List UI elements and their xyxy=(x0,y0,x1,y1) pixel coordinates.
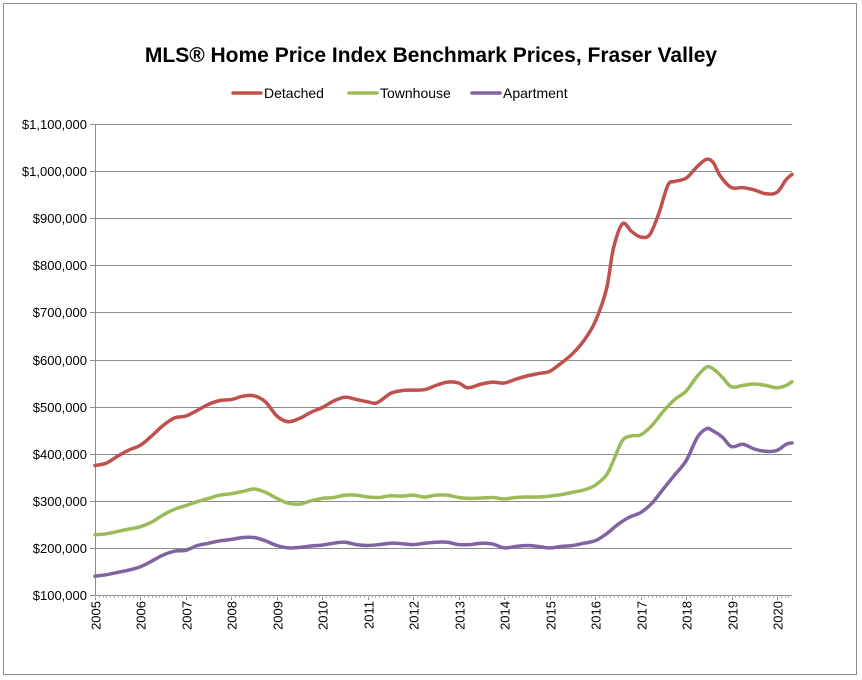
y-axis-ticks: $100,000 $200,000 $300,000 $400,000 $500,000… xyxy=(22,117,95,603)
y-tick-label: $800,000 xyxy=(33,258,87,273)
x-tick-label: 2013 xyxy=(453,601,468,630)
gridlines xyxy=(95,124,792,549)
x-tick-label: 2007 xyxy=(180,601,195,630)
legend-label-townhouse: Townhouse xyxy=(380,85,451,101)
x-tick-label: 2011 xyxy=(362,601,377,629)
legend-label-apartment: Apartment xyxy=(503,85,568,101)
legend-label-detached: Detached xyxy=(264,85,324,101)
x-tick-label: 2018 xyxy=(680,601,695,630)
x-tick-label: 2020 xyxy=(771,601,786,630)
legend: Detached Townhouse Apartment xyxy=(231,85,568,101)
y-tick-label: $900,000 xyxy=(33,211,87,226)
y-tick-label: $500,000 xyxy=(33,400,87,415)
chart-title: MLS® Home Price Index Benchmark Prices, … xyxy=(144,44,718,67)
series-line-townhouse xyxy=(93,364,794,537)
series-line-detached xyxy=(93,157,794,468)
y-tick-label: $200,000 xyxy=(33,541,87,556)
x-tick-label: 2006 xyxy=(134,601,149,630)
x-tick-label: 2010 xyxy=(316,601,331,630)
y-tick-label: $400,000 xyxy=(33,447,87,462)
y-tick-label: $1,100,000 xyxy=(22,117,87,132)
x-tick-label: 2017 xyxy=(635,601,650,630)
x-tick-label: 2015 xyxy=(544,601,559,630)
x-axis-ticks: 2005 2006 2007 2008 2009 2010 2011 2012 2013 2014… xyxy=(89,595,789,630)
y-tick-label: $100,000 xyxy=(33,588,87,603)
series-line-apartment xyxy=(93,426,794,578)
series-lines xyxy=(93,157,794,578)
x-tick-label: 2005 xyxy=(89,601,104,630)
x-tick-label: 2019 xyxy=(726,601,741,630)
x-tick-label: 2014 xyxy=(498,601,513,630)
y-tick-label: $700,000 xyxy=(33,305,87,320)
x-tick-label: 2012 xyxy=(407,601,422,630)
axes xyxy=(95,124,792,596)
y-tick-label: $300,000 xyxy=(33,494,87,509)
y-tick-label: $1,000,000 xyxy=(22,164,87,179)
x-tick-label: 2009 xyxy=(271,601,286,630)
y-tick-label: $600,000 xyxy=(33,353,87,368)
x-tick-label: 2016 xyxy=(589,601,604,630)
x-tick-label: 2008 xyxy=(225,601,240,630)
